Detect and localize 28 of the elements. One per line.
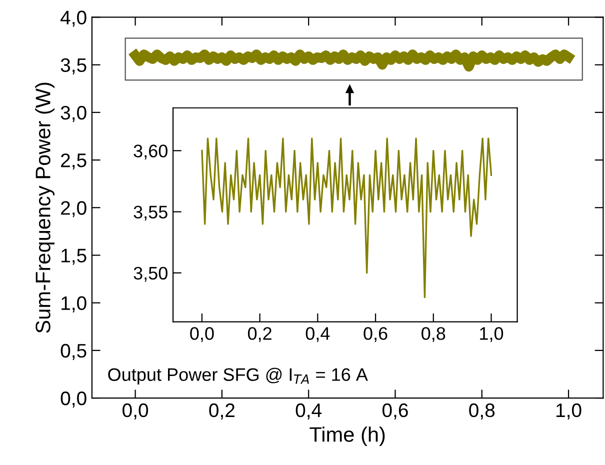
y-tick-label: 3,0 <box>60 106 86 122</box>
x-tick-label: 1,0 <box>480 327 504 342</box>
y-tick-label: 1,5 <box>62 248 86 265</box>
x-tick-label: 0,6 <box>364 327 388 342</box>
x-tick-label: 0,6 <box>382 403 408 420</box>
x-tick-label: 0,0 <box>122 403 148 420</box>
y-tick-label: 0,0 <box>60 392 86 408</box>
y-tick-label: 0,5 <box>60 344 86 360</box>
x-tick-label: 0,8 <box>422 327 446 342</box>
y-tick-label: 3,55 <box>134 206 168 221</box>
y-tick-label: 4,0 <box>60 10 86 27</box>
y-tick-label: 2,5 <box>61 153 86 170</box>
x-tick-label: 0,4 <box>306 327 330 342</box>
annotation: Output Power SFG @ I$_{TA}$ = 16 A <box>108 368 368 385</box>
y-tick-label: 1,0 <box>62 296 86 312</box>
line-series <box>201 138 492 298</box>
x-tick-label: 0,4 <box>296 403 322 420</box>
x-axis-title: Time (h) <box>310 426 385 446</box>
x-tick-label: 0,8 <box>469 403 495 420</box>
y-tick-label: 3,5 <box>60 58 86 74</box>
x-tick-label: 0,2 <box>248 327 272 342</box>
x-tick-label: 1,0 <box>556 403 582 420</box>
x-tick-label: 0,2 <box>209 403 234 420</box>
x-tick-label: 0,0 <box>190 327 214 342</box>
y-axis-title: Sum-Frequency Power (W) <box>35 82 55 333</box>
y-tick-label: 3,50 <box>134 266 168 282</box>
y-tick-label: 2,0 <box>61 201 86 218</box>
y-tick-label: 3,60 <box>134 144 168 160</box>
